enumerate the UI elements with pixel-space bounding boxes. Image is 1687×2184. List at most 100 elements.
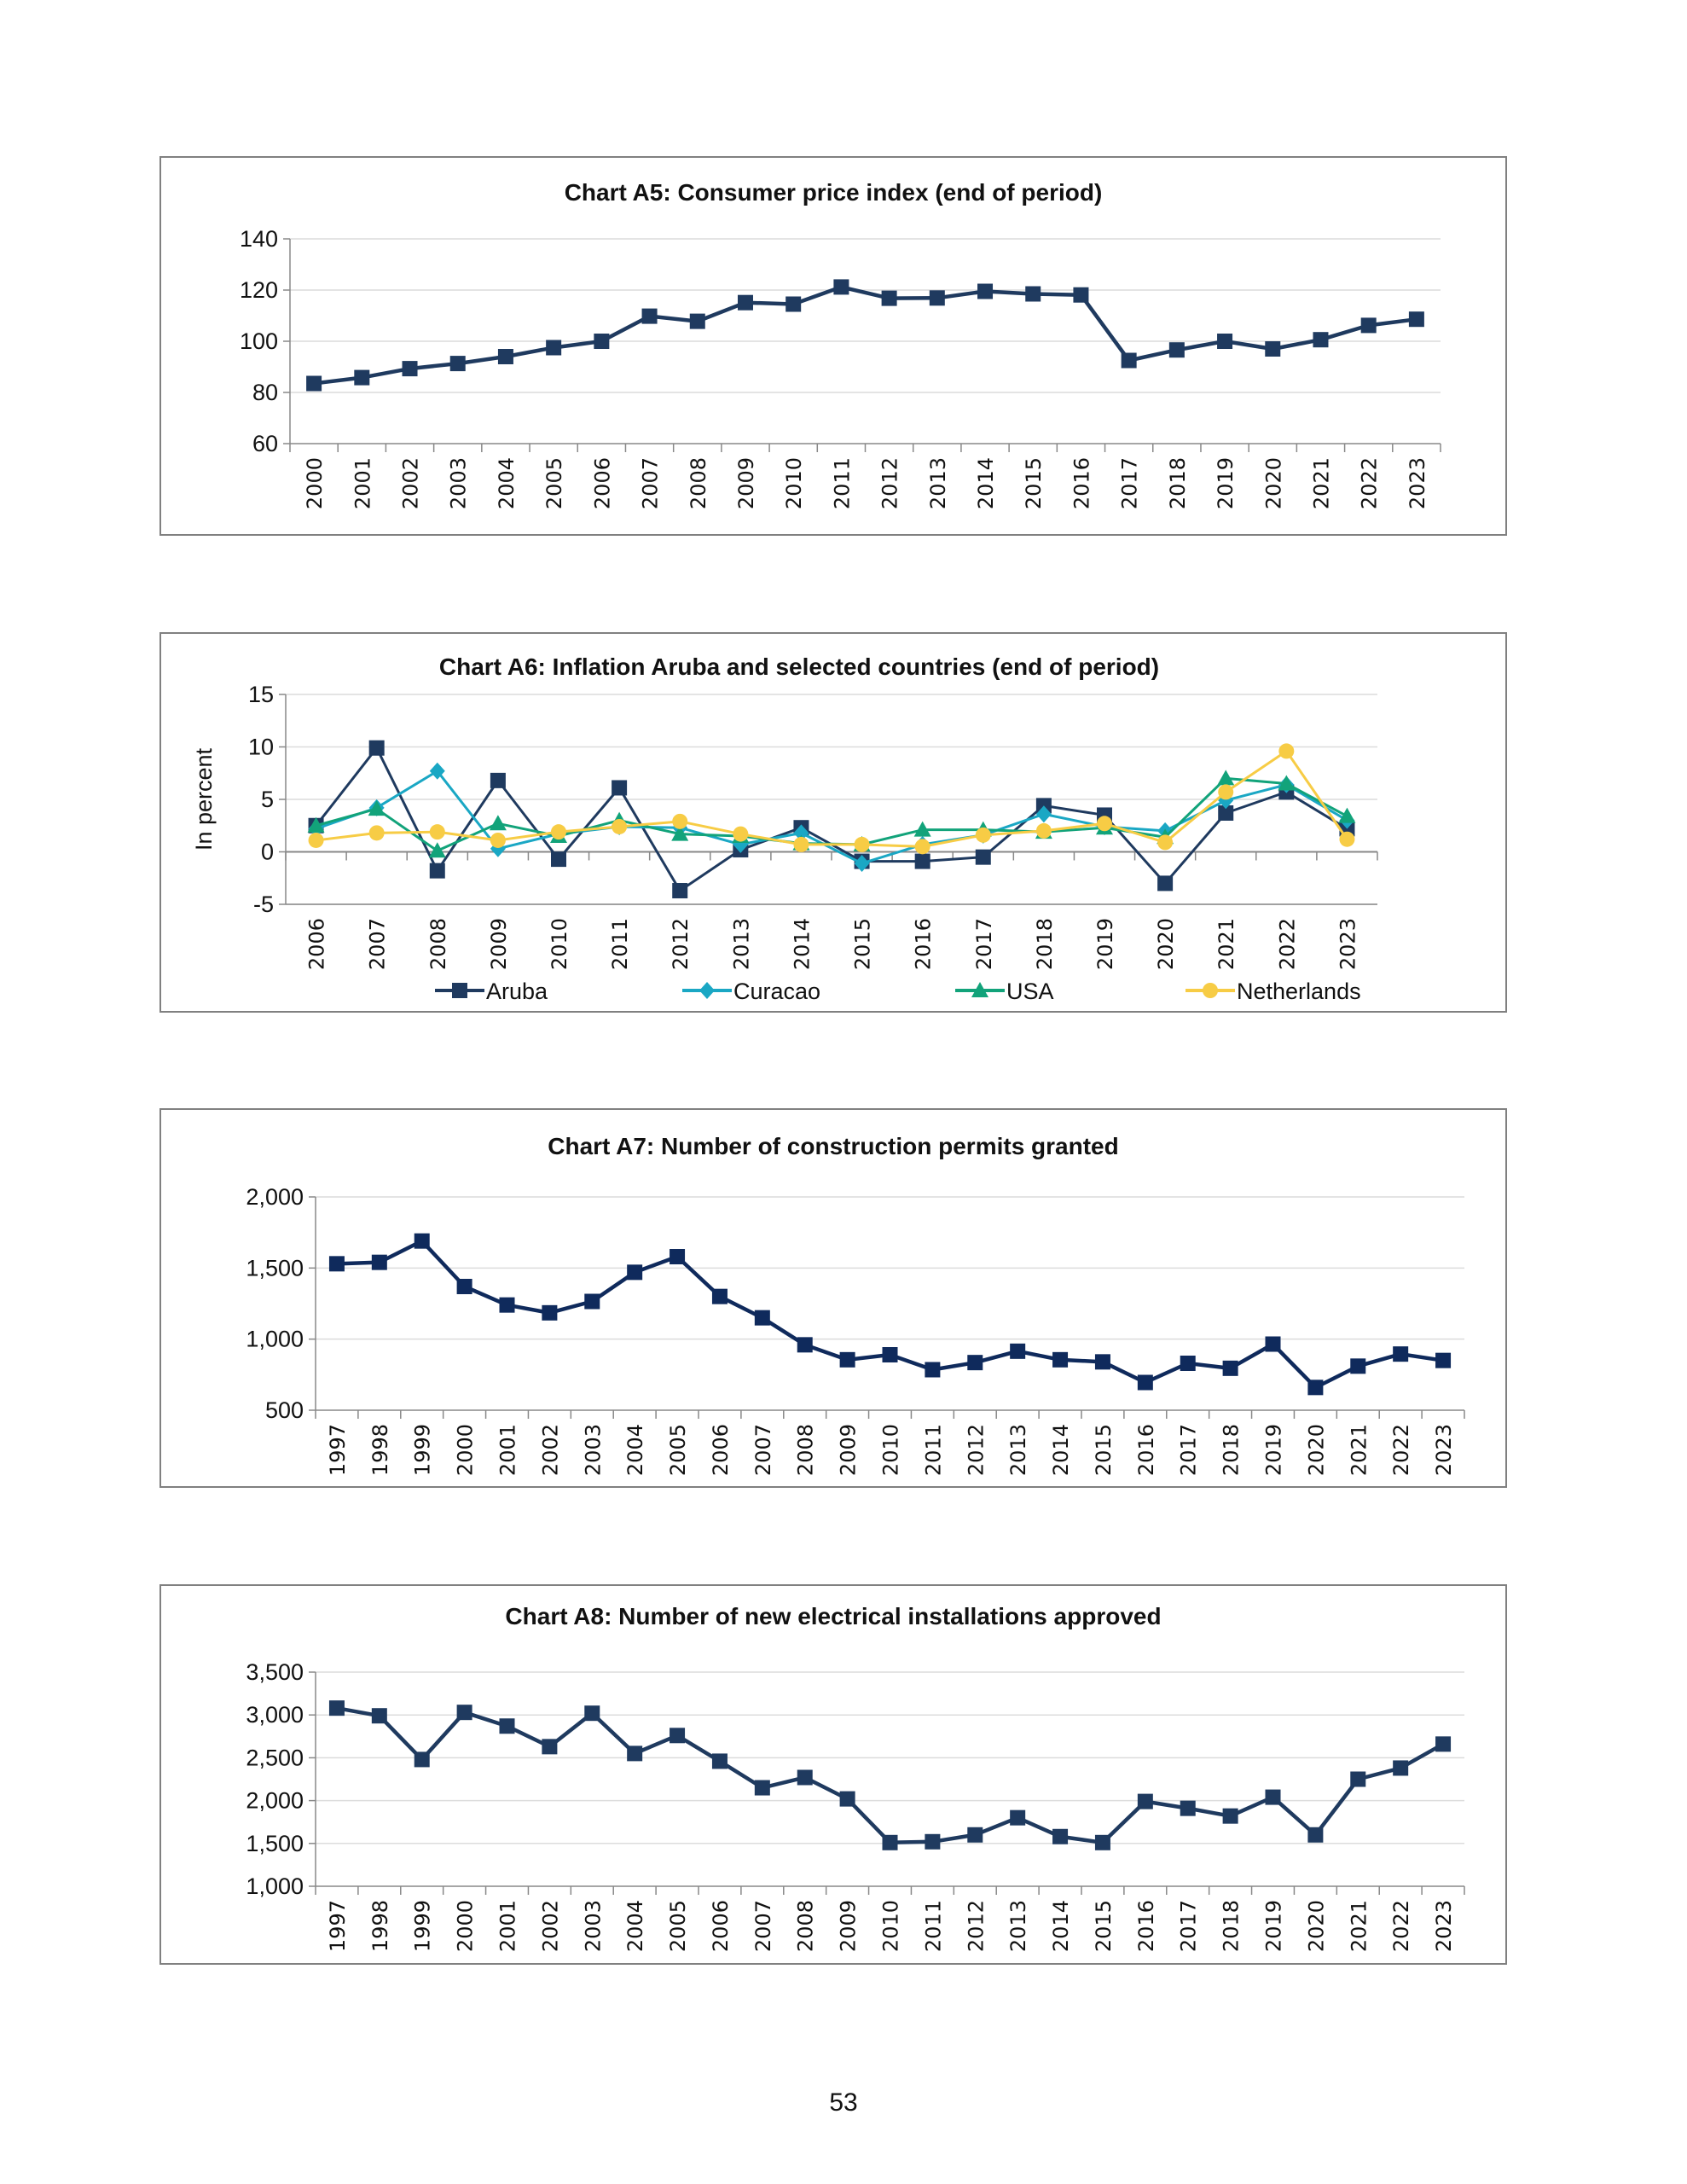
x-tick-label: 2018 <box>1220 1424 1244 1476</box>
x-tick-label: 2015 <box>1092 1900 1116 1952</box>
x-tick-label: 2007 <box>639 457 663 509</box>
data-point <box>371 1708 387 1724</box>
x-tick-label: 2011 <box>830 457 854 509</box>
x-tick-label: 2001 <box>496 1424 520 1476</box>
data-point <box>839 1791 855 1807</box>
data-point <box>546 340 562 356</box>
y-tick-label: 1,500 <box>246 1831 304 1856</box>
x-tick-label: 2018 <box>1033 918 1057 970</box>
chart-3: Chart A7: Number of construction permits… <box>159 1108 1507 1488</box>
x-tick-label: 2020 <box>1261 457 1285 509</box>
data-point <box>499 1297 515 1313</box>
x-tick-label: 1998 <box>368 1900 392 1952</box>
data-point <box>1307 1380 1324 1396</box>
page-number: 53 <box>829 2088 858 2117</box>
data-point <box>1217 770 1235 786</box>
chart-frame <box>159 1584 1507 1965</box>
x-tick-label: 2008 <box>426 918 450 970</box>
x-tick-label: 2016 <box>1134 1424 1158 1476</box>
legend-item: Curacao <box>682 979 820 1004</box>
data-point <box>542 1739 558 1755</box>
x-tick-label: 2011 <box>608 918 632 970</box>
data-point <box>1157 875 1174 892</box>
data-point <box>497 349 513 364</box>
y-tick-label: 140 <box>240 226 278 252</box>
data-point <box>414 1751 430 1768</box>
data-point <box>1217 334 1233 349</box>
x-tick-label: 2012 <box>669 918 693 970</box>
data-point <box>1278 775 1296 791</box>
x-tick-label: 2022 <box>1389 1900 1413 1952</box>
y-tick-label: 3,000 <box>246 1702 304 1728</box>
x-tick-label: 2015 <box>851 918 875 970</box>
x-tick-label: 2003 <box>447 457 471 509</box>
chart-title: Chart A8: Number of new electrical insta… <box>505 1603 1161 1629</box>
legend-item: Netherlands <box>1186 979 1361 1004</box>
x-tick-label: 2013 <box>729 918 753 970</box>
data-point <box>711 1753 728 1769</box>
data-point <box>584 1705 600 1722</box>
data-point <box>594 334 610 349</box>
x-tick-label: 2007 <box>751 1424 775 1476</box>
y-tick-label: 1,000 <box>246 1873 304 1899</box>
data-point <box>490 832 506 848</box>
x-tick-label: 2010 <box>782 457 806 509</box>
data-point <box>737 294 753 311</box>
data-point <box>913 821 931 837</box>
x-tick-label: 2006 <box>305 918 329 970</box>
data-point <box>456 1705 472 1721</box>
x-tick-label: 2005 <box>542 457 566 509</box>
chart-4: Chart A8: Number of new electrical insta… <box>159 1584 1507 1965</box>
data-point <box>354 369 370 386</box>
x-tick-label: 2006 <box>709 1424 733 1476</box>
x-tick-label: 2021 <box>1215 918 1238 970</box>
data-point <box>371 1254 387 1270</box>
data-point <box>1094 1354 1110 1370</box>
x-tick-label: 2022 <box>1358 457 1382 509</box>
x-tick-label: 2005 <box>666 1900 690 1952</box>
x-tick-label: 2009 <box>487 918 511 970</box>
data-point <box>1278 743 1295 759</box>
data-point <box>328 1256 345 1272</box>
x-tick-label: 2002 <box>538 1900 562 1952</box>
data-point <box>1350 1358 1366 1374</box>
data-point <box>490 772 506 788</box>
data-point <box>733 826 749 842</box>
data-point <box>689 313 705 329</box>
data-point <box>1307 1827 1324 1843</box>
y-tick-label: 80 <box>252 380 278 405</box>
x-tick-label: 2002 <box>399 457 423 509</box>
legend-marker <box>452 983 467 998</box>
data-point <box>793 836 809 852</box>
data-point <box>1094 1834 1110 1850</box>
data-point <box>429 762 445 780</box>
data-point <box>1052 1828 1069 1844</box>
x-tick-label: 2023 <box>1336 918 1359 970</box>
x-tick-label: 1997 <box>326 1424 350 1476</box>
data-point <box>754 1310 770 1326</box>
series-1 <box>328 1700 1452 1850</box>
x-tick-label: 2012 <box>878 457 902 509</box>
data-point <box>1025 286 1041 302</box>
x-tick-label: 2008 <box>794 1900 818 1952</box>
x-tick-label: 2008 <box>794 1424 818 1476</box>
x-tick-label: 2007 <box>366 918 390 970</box>
x-tick-label: 2002 <box>538 1424 562 1476</box>
series-netherlands <box>308 743 1355 855</box>
x-tick-label: 2018 <box>1220 1900 1244 1952</box>
x-tick-label: 2020 <box>1304 1900 1328 1952</box>
x-tick-label: 1998 <box>368 1424 392 1476</box>
x-tick-label: 2014 <box>1049 1424 1073 1476</box>
data-point <box>612 818 628 834</box>
x-tick-label: 2000 <box>303 457 327 509</box>
data-point <box>711 1288 728 1304</box>
x-tick-label: 2017 <box>972 918 996 970</box>
data-point <box>1408 311 1424 328</box>
data-point <box>975 827 991 843</box>
series-1 <box>328 1233 1452 1396</box>
data-point <box>1265 1336 1281 1352</box>
x-tick-label: 2023 <box>1406 457 1429 509</box>
y-tick-label: 3,500 <box>246 1659 304 1685</box>
x-tick-label: 1999 <box>411 1424 435 1476</box>
chart-title: Chart A6: Inflation Aruba and selected c… <box>439 653 1159 680</box>
